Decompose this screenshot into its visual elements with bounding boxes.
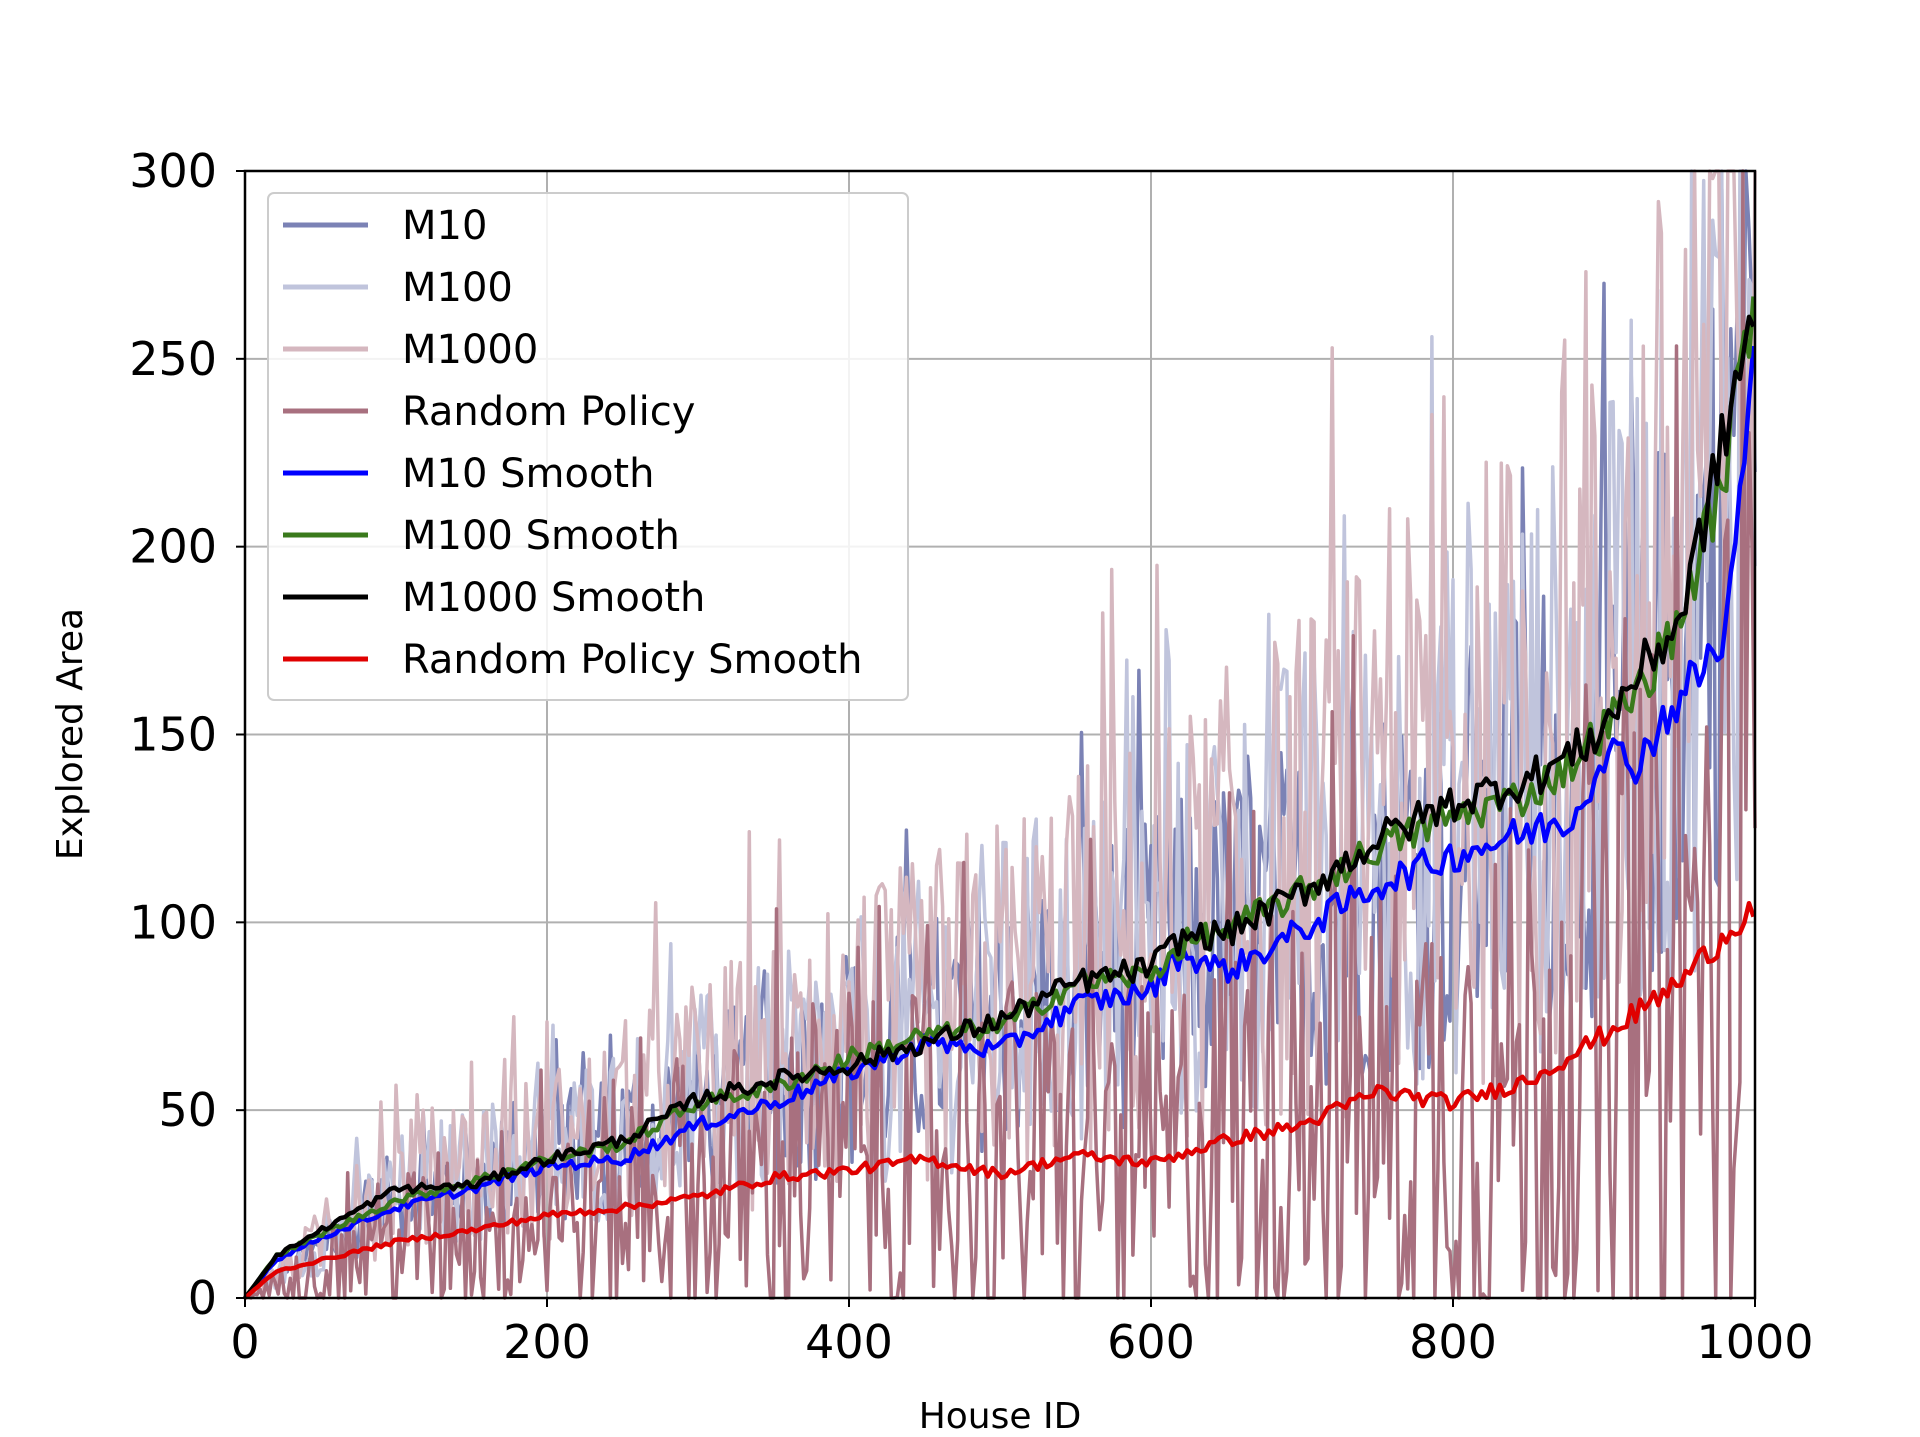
y-tick-label: 0 — [188, 1271, 217, 1325]
y-tick-label: 300 — [129, 144, 217, 198]
y-axis-label: Explored Area — [50, 608, 91, 860]
series-line-random-policy-smooth — [243, 900, 1756, 1300]
legend-label: M10 Smooth — [402, 451, 654, 497]
x-tick-label: 1000 — [1696, 1315, 1813, 1369]
x-axis-ticks: 0 200 400 600 800 1000 — [230, 1298, 1814, 1369]
x-tick-label: 400 — [805, 1315, 893, 1369]
x-tick-label: 800 — [1409, 1315, 1497, 1369]
legend-box — [267, 192, 909, 701]
y-tick-label: 150 — [129, 708, 217, 762]
series-line-m10-smooth — [243, 345, 1756, 1300]
y-axis-ticks: 0 50 100 150 200 250 300 — [129, 144, 245, 1325]
legend-label: M1000 Smooth — [402, 575, 705, 621]
legend-label: M10 — [402, 203, 487, 249]
legend: M10 M100 M1000 Random Policy M10 Smooth M100 … — [267, 192, 909, 701]
legend-label: M100 — [402, 265, 513, 311]
series-line-m1000-smooth — [243, 314, 1756, 1300]
x-tick-label: 0 — [230, 1315, 259, 1369]
y-tick-label: 250 — [129, 332, 217, 386]
legend-label: M1000 — [402, 327, 538, 373]
series-layer — [243, 169, 1757, 1300]
legend-label: Random Policy — [402, 389, 695, 435]
legend-label: M100 Smooth — [402, 513, 680, 559]
series-line-random-policy — [244, 169, 1757, 1300]
x-axis-label: House ID — [919, 1396, 1082, 1437]
y-tick-label: 100 — [129, 895, 217, 949]
y-tick-label: 50 — [158, 1083, 217, 1137]
x-tick-label: 200 — [503, 1315, 591, 1369]
x-tick-label: 600 — [1107, 1315, 1195, 1369]
y-tick-label: 200 — [129, 520, 217, 574]
legend-label: Random Policy Smooth — [402, 637, 862, 683]
